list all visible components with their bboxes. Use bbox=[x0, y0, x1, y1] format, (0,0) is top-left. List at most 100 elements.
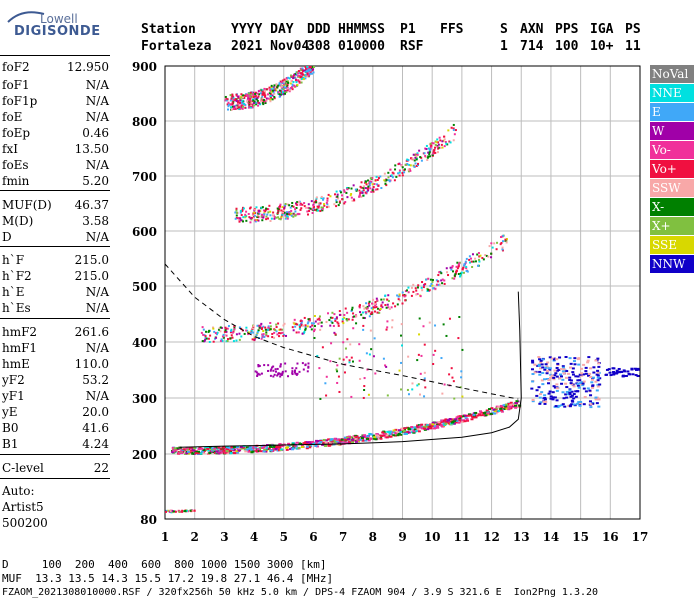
y-tick-label: 500 bbox=[132, 280, 157, 294]
echo-point bbox=[538, 370, 542, 373]
echo-point bbox=[350, 356, 353, 359]
echo-point bbox=[328, 441, 332, 444]
echo-point bbox=[581, 384, 585, 387]
echo-point bbox=[474, 260, 477, 263]
echo-point bbox=[361, 190, 364, 193]
echo-point bbox=[269, 369, 272, 372]
echo-point bbox=[226, 340, 229, 343]
echo-point bbox=[543, 398, 547, 401]
echo-point bbox=[615, 371, 619, 374]
echo-point bbox=[390, 174, 393, 177]
echo-point bbox=[251, 450, 255, 453]
echo-point bbox=[401, 302, 404, 305]
echo-point bbox=[275, 216, 278, 219]
echo-point bbox=[183, 448, 187, 451]
echo-point bbox=[541, 371, 545, 374]
echo-point bbox=[254, 95, 257, 98]
echo-point bbox=[334, 440, 338, 443]
echo-point bbox=[276, 212, 279, 215]
echo-point bbox=[192, 452, 196, 455]
echo-point bbox=[590, 378, 594, 381]
echo-point bbox=[561, 365, 565, 368]
echo-point bbox=[416, 286, 419, 289]
header-station-label: Station bbox=[141, 22, 196, 37]
echo-point bbox=[453, 397, 456, 400]
echo-point bbox=[220, 326, 223, 329]
echo-point bbox=[407, 355, 410, 358]
echo-point bbox=[571, 373, 575, 376]
echo-point bbox=[406, 158, 409, 161]
echo-point bbox=[594, 397, 598, 400]
echo-point bbox=[555, 375, 559, 378]
echo-point bbox=[431, 142, 434, 145]
echo-point bbox=[407, 159, 410, 162]
echo-point bbox=[279, 80, 282, 83]
param-row-m-d-: M(D) 3.58 bbox=[2, 214, 109, 232]
echo-point bbox=[434, 287, 437, 290]
echo-point bbox=[398, 299, 401, 302]
echo-point bbox=[368, 300, 371, 303]
echo-point bbox=[377, 177, 380, 180]
echo-point bbox=[541, 358, 545, 361]
echo-point bbox=[300, 322, 303, 325]
echo-point bbox=[237, 217, 240, 220]
echo-point bbox=[189, 447, 193, 450]
echo-point bbox=[212, 450, 216, 453]
echo-point bbox=[282, 93, 285, 96]
echo-point bbox=[249, 217, 252, 220]
echo-point bbox=[507, 408, 511, 411]
echo-point bbox=[481, 411, 485, 414]
echo-point bbox=[304, 73, 307, 76]
echo-point bbox=[368, 315, 371, 318]
echo-point bbox=[430, 424, 434, 427]
echo-point bbox=[267, 328, 270, 331]
echo-point bbox=[239, 209, 242, 212]
echo-point bbox=[250, 216, 253, 219]
echo-point bbox=[544, 363, 548, 366]
echo-point bbox=[400, 427, 404, 430]
echo-point bbox=[451, 277, 454, 280]
echo-point bbox=[254, 220, 257, 223]
echo-point bbox=[259, 450, 263, 453]
echo-point bbox=[343, 371, 346, 374]
echo-point bbox=[171, 446, 175, 449]
echo-point bbox=[235, 214, 238, 217]
echo-point bbox=[295, 441, 299, 444]
param-label: h`Es bbox=[2, 301, 31, 315]
echo-point bbox=[427, 425, 431, 428]
echo-point bbox=[440, 143, 443, 146]
echo-point bbox=[238, 326, 241, 329]
echo-point bbox=[306, 72, 309, 75]
echo-point bbox=[245, 446, 249, 449]
echo-point bbox=[444, 140, 447, 143]
echo-point bbox=[226, 103, 229, 106]
echo-point bbox=[445, 420, 449, 423]
echo-point bbox=[281, 373, 284, 376]
echo-point bbox=[290, 209, 293, 212]
param-row-fxi: fxI 13.50 bbox=[2, 142, 109, 160]
echo-point bbox=[258, 212, 261, 215]
echo-point bbox=[232, 449, 236, 452]
echo-point bbox=[428, 151, 431, 154]
echo-point bbox=[267, 335, 270, 338]
param-label: yF2 bbox=[2, 373, 25, 387]
echo-point bbox=[240, 335, 243, 338]
param-value: N/A bbox=[85, 389, 109, 403]
echo-point bbox=[281, 211, 284, 214]
echo-point bbox=[270, 84, 273, 87]
echo-point bbox=[312, 71, 315, 74]
echo-point bbox=[276, 86, 279, 89]
echo-point bbox=[249, 93, 252, 96]
echo-point bbox=[514, 406, 518, 409]
echo-point bbox=[321, 443, 325, 446]
echo-point bbox=[414, 162, 417, 165]
echo-point bbox=[442, 323, 445, 326]
param-label: foEp bbox=[2, 126, 31, 140]
echo-point bbox=[425, 148, 428, 151]
echo-point bbox=[596, 379, 600, 382]
param-value: N/A bbox=[85, 158, 109, 172]
echo-point bbox=[231, 336, 234, 339]
echo-point bbox=[443, 383, 446, 386]
echo-point bbox=[442, 423, 446, 426]
echo-point bbox=[623, 370, 627, 373]
